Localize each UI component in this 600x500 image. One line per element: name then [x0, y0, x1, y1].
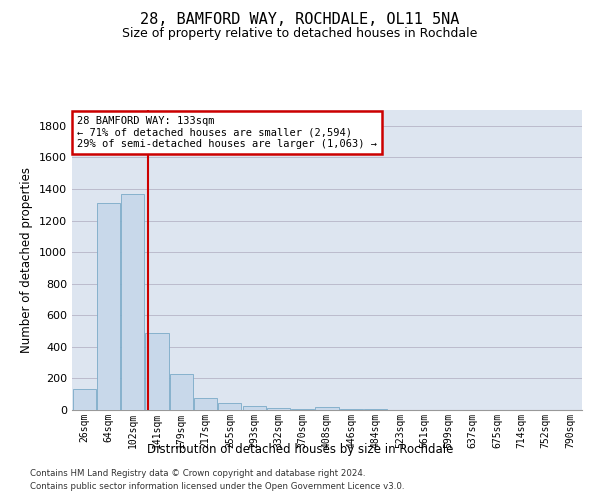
Text: Distribution of detached houses by size in Rochdale: Distribution of detached houses by size … [147, 442, 453, 456]
Bar [316, 407, 338, 410]
Bar [121, 194, 144, 410]
Text: Contains HM Land Registry data © Crown copyright and database right 2024.: Contains HM Land Registry data © Crown c… [30, 469, 365, 478]
Text: Contains public sector information licensed under the Open Government Licence v3: Contains public sector information licen… [30, 482, 404, 491]
Bar [291, 409, 314, 410]
Text: 28 BAMFORD WAY: 133sqm
← 71% of detached houses are smaller (2,594)
29% of semi-: 28 BAMFORD WAY: 133sqm ← 71% of detached… [77, 116, 377, 149]
Bar [170, 374, 193, 410]
Bar [97, 203, 120, 410]
Bar [218, 403, 241, 410]
Bar [364, 409, 387, 410]
Bar [340, 409, 363, 410]
Text: Size of property relative to detached houses in Rochdale: Size of property relative to detached ho… [122, 28, 478, 40]
Bar [194, 398, 217, 410]
Bar [242, 406, 266, 410]
Text: 28, BAMFORD WAY, ROCHDALE, OL11 5NA: 28, BAMFORD WAY, ROCHDALE, OL11 5NA [140, 12, 460, 28]
Bar [73, 388, 95, 410]
Bar [267, 408, 290, 410]
Y-axis label: Number of detached properties: Number of detached properties [20, 167, 34, 353]
Bar [145, 334, 169, 410]
